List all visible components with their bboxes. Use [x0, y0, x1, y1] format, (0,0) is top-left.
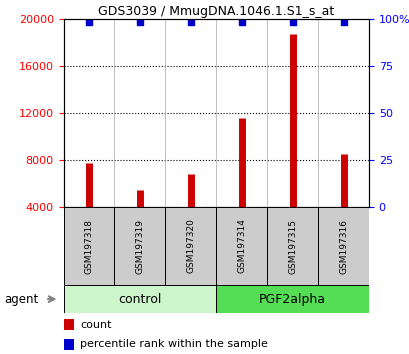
Text: control: control: [118, 293, 161, 306]
Bar: [216, 207, 267, 285]
Text: GSM197316: GSM197316: [338, 218, 347, 274]
Text: agent: agent: [4, 293, 38, 306]
Point: [238, 19, 245, 25]
Text: GSM197315: GSM197315: [288, 218, 297, 274]
Bar: [317, 207, 368, 285]
Bar: [216, 285, 368, 313]
Bar: [63, 207, 114, 285]
Point: [339, 19, 346, 25]
Text: GSM197314: GSM197314: [237, 218, 246, 274]
Point: [85, 19, 92, 25]
Bar: [63, 338, 74, 350]
Text: count: count: [80, 320, 112, 330]
Text: GSM197319: GSM197319: [135, 218, 144, 274]
Text: GSM197320: GSM197320: [186, 218, 195, 274]
Text: GSM197318: GSM197318: [84, 218, 93, 274]
Point: [187, 19, 193, 25]
Point: [136, 19, 143, 25]
Bar: [165, 207, 216, 285]
Bar: [267, 207, 317, 285]
Point: [289, 19, 295, 25]
Bar: [114, 207, 165, 285]
Bar: [63, 319, 74, 330]
Text: PGF2alpha: PGF2alpha: [258, 293, 325, 306]
Title: GDS3039 / MmugDNA.1046.1.S1_s_at: GDS3039 / MmugDNA.1046.1.S1_s_at: [98, 5, 334, 18]
Bar: [63, 285, 216, 313]
Text: percentile rank within the sample: percentile rank within the sample: [80, 339, 267, 349]
